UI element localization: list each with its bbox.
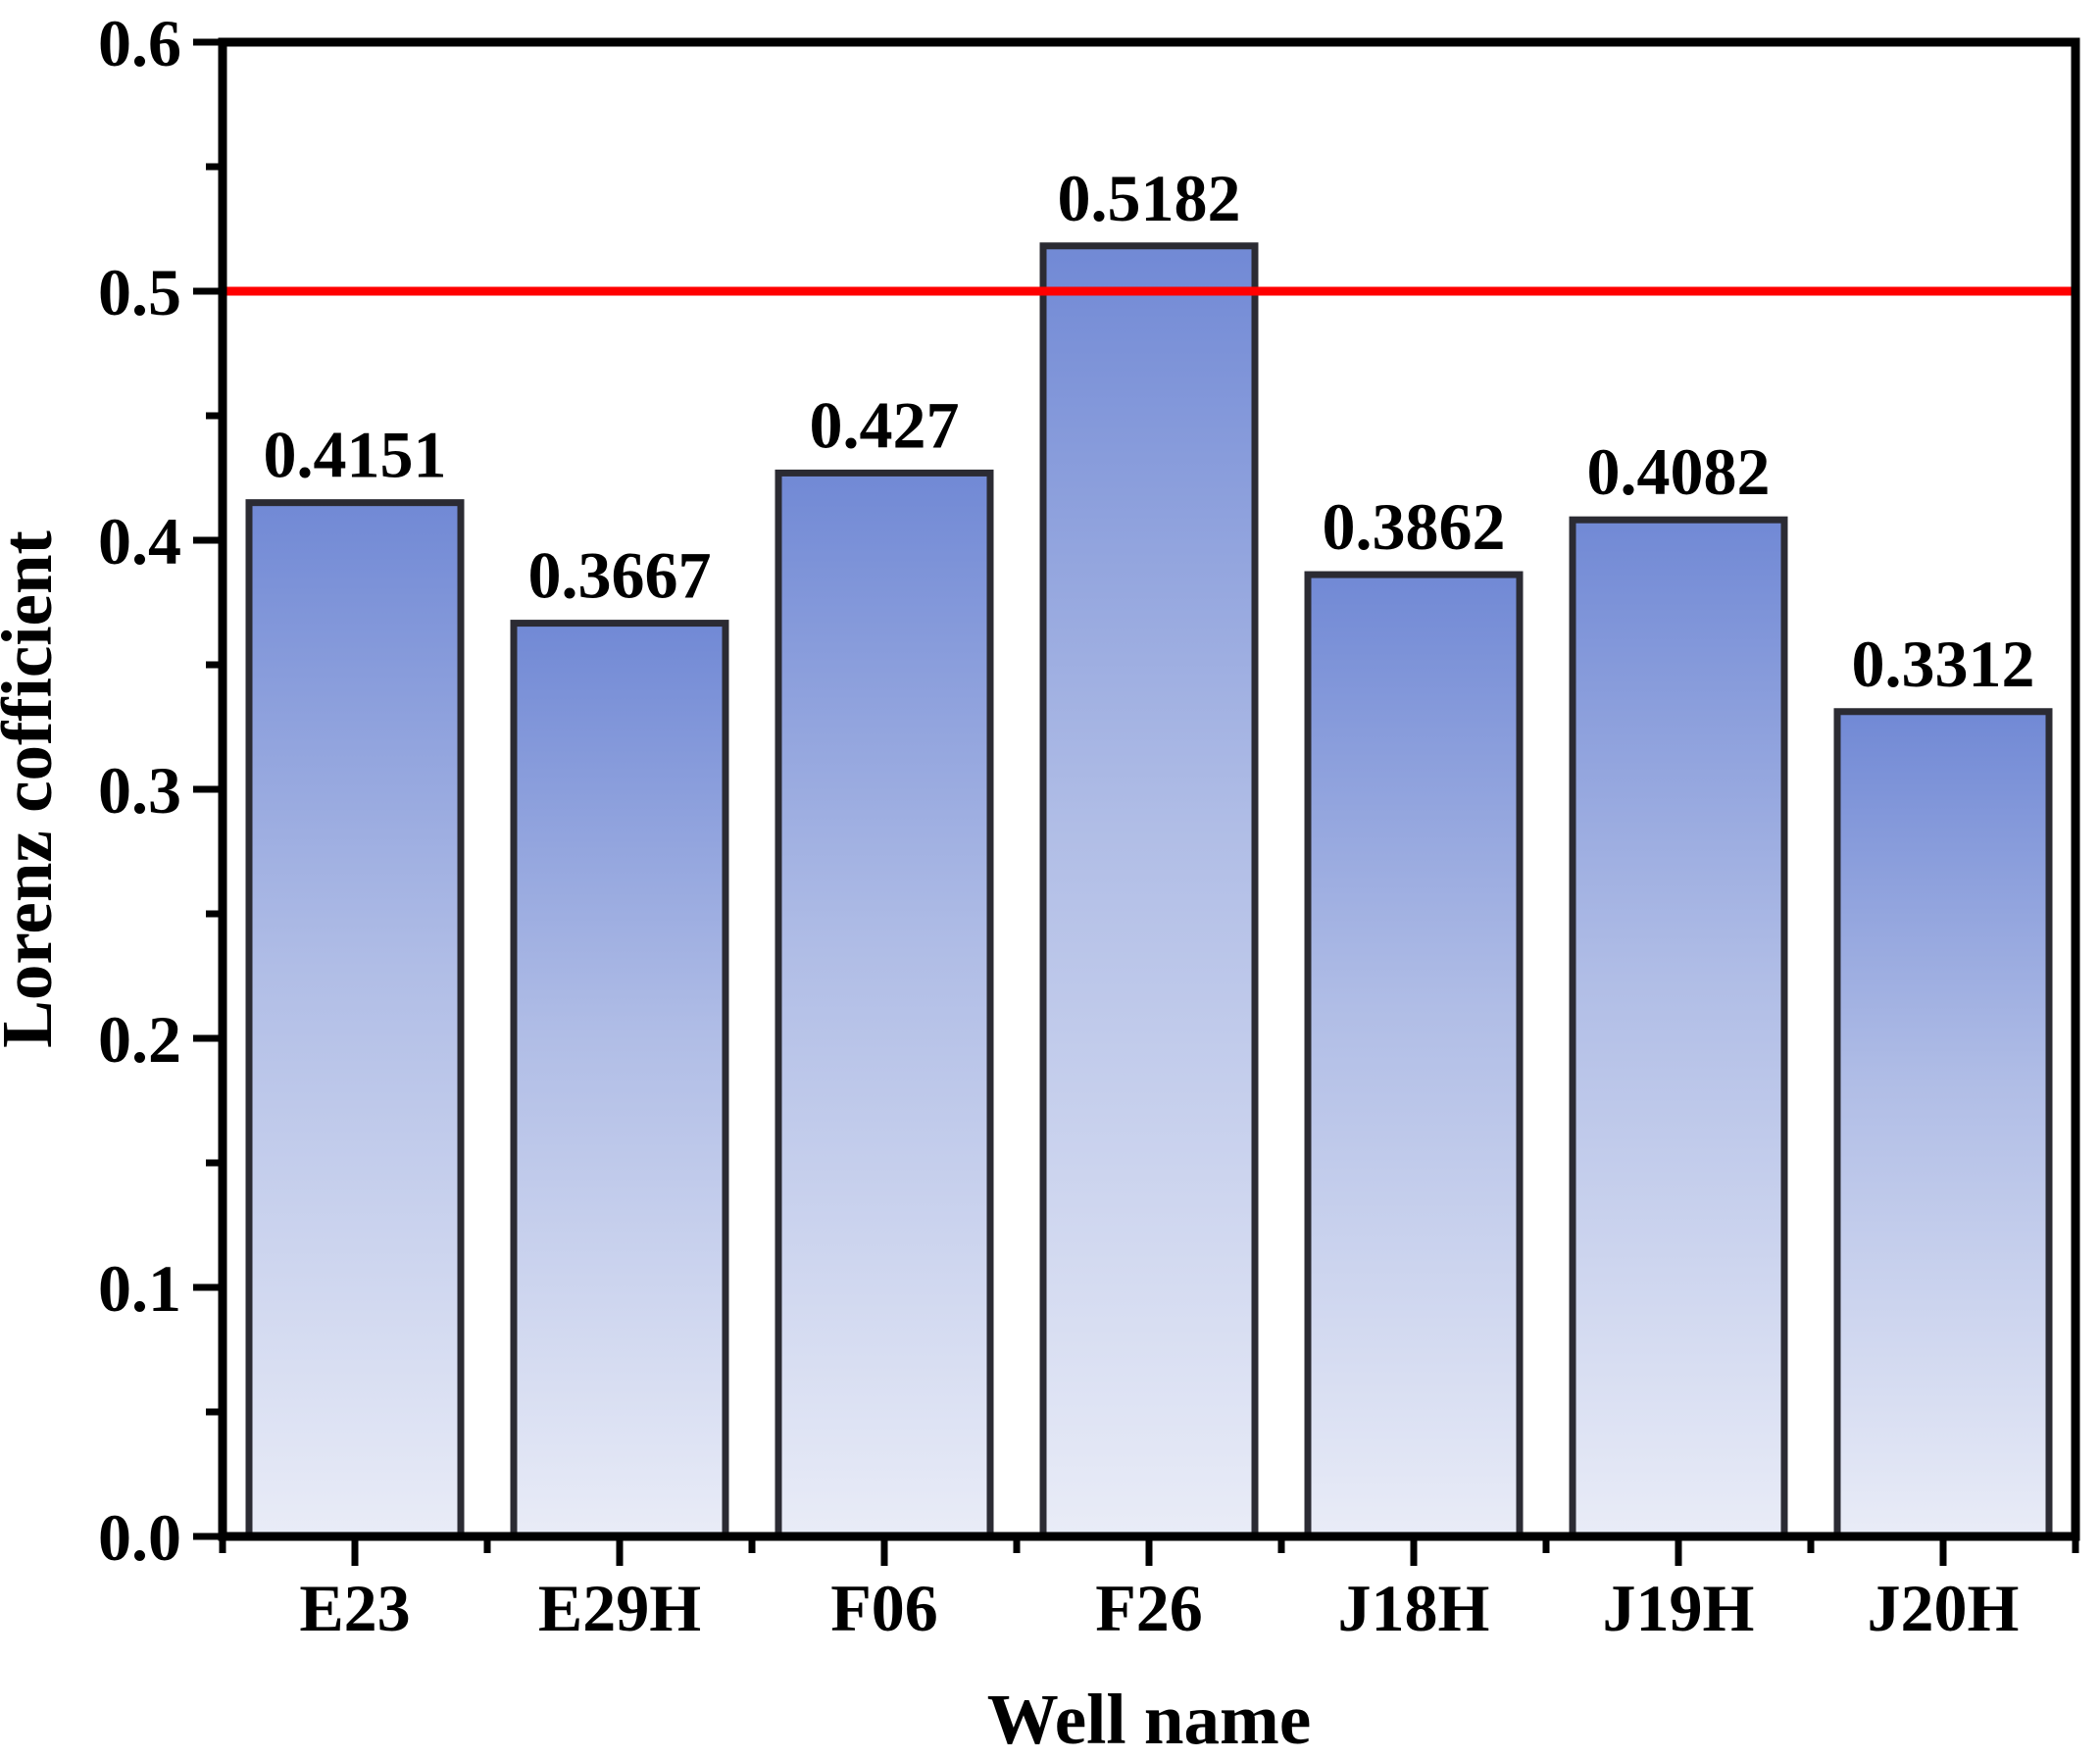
y-tick-label-0.0: 0.0 (98, 1500, 181, 1575)
x-tick-label-E23: E23 (299, 1571, 410, 1645)
bar-E29H (510, 620, 729, 1540)
bar-value-label-J18H: 0.3862 (1323, 489, 1506, 564)
x-axis-title: Well name (987, 1680, 1312, 1759)
axis-tick-labels: 0.0 0.1 0.2 0.3 0.4 0.5 0.6 E23 E29H F06 F26 J18H J1… (98, 6, 2019, 1645)
bar-value-label-J20H: 0.3312 (1852, 627, 2035, 701)
y-tick-label-0.3: 0.3 (98, 753, 181, 828)
y-tick-label-0.2: 0.2 (98, 1002, 181, 1077)
y-tick-label-0.6: 0.6 (98, 6, 181, 80)
bar-E23 (245, 499, 465, 1540)
bar-F06 (775, 469, 994, 1540)
bar-value-label-F06: 0.427 (810, 387, 960, 462)
y-tick-label-0.4: 0.4 (98, 504, 181, 578)
y-axis-title: Lorenz cofficient (0, 530, 67, 1048)
bars (245, 242, 2053, 1540)
bar-value-label-E29H: 0.3667 (528, 538, 712, 613)
bar-J20H (1833, 708, 2053, 1540)
x-tick-label-F06: F06 (830, 1571, 938, 1645)
x-tick-label-E29H: E29H (538, 1571, 701, 1645)
bar-J18H (1304, 571, 1524, 1540)
bar-value-label-J19H: 0.4082 (1587, 434, 1771, 509)
bar-F26 (1039, 242, 1259, 1540)
y-tick-label-0.5: 0.5 (98, 255, 181, 329)
bar-J19H (1569, 516, 1788, 1540)
x-tick-label-J19H: J19H (1603, 1571, 1755, 1645)
axis-ticks (193, 38, 2079, 1566)
bar-value-label-F26: 0.5182 (1058, 161, 1241, 235)
bar-value-labels: 0.4151 0.3667 0.427 0.5182 0.3862 0.4082 0.331… (264, 161, 2035, 701)
bar-value-label-E23: 0.4151 (264, 418, 447, 492)
x-tick-label-J18H: J18H (1338, 1571, 1490, 1645)
x-tick-label-J20H: J20H (1868, 1571, 2020, 1645)
x-tick-label-F26: F26 (1095, 1571, 1203, 1645)
y-tick-label-0.1: 0.1 (98, 1251, 181, 1326)
